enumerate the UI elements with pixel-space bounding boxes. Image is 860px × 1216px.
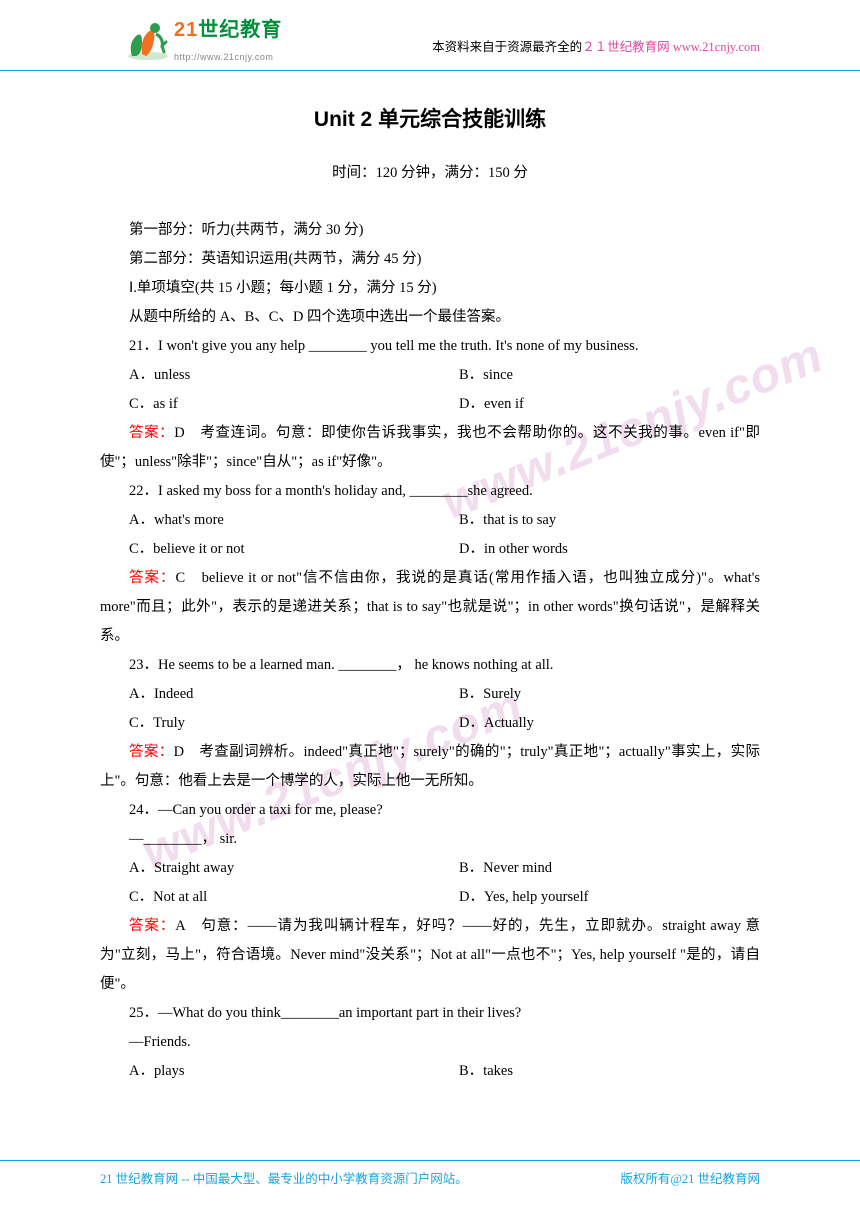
q24-answer: 答案：A 句意：——请为我叫辆计程车，好吗？——好的，先生，立即就办。strai… [100,912,760,999]
q25-stem2: —Friends. [100,1028,760,1057]
header-url: www.21cnjy.com [670,40,760,54]
timing-line: 时间：120 分钟，满分：150 分 [100,159,760,188]
logo-cn: 世纪教育 [198,19,282,41]
header-highlight: ２１世纪教育网 [582,40,670,54]
q21-opt-d[interactable]: D．even if [430,390,760,419]
header-source: 本资料来自于资源最齐全的２１世纪教育网 www.21cnjy.com [432,35,760,60]
content-body: Unit 2 单元综合技能训练 时间：120 分钟，满分：150 分 第一部分：… [0,71,860,1086]
q22-opt-c[interactable]: C．believe it or not [100,535,430,564]
answer-label: 答案： [129,918,175,934]
instruction: 从题中所给的 A、B、C、D 四个选项中选出一个最佳答案。 [100,303,760,332]
logo-main: 21世纪教育 [174,10,282,50]
q21-opt-a[interactable]: A．unless [100,361,430,390]
q23-answer: 答案：D 考查副词辨析。indeed"真正地"；surely"的确的"；trul… [100,738,760,796]
answer-label: 答案： [129,744,174,760]
header-prefix: 本资料来自于资源最齐全的 [432,40,582,54]
page-footer: 21 世纪教育网 -- 中国最大型、最专业的中小学教育资源门户网站。 版权所有@… [0,1160,860,1192]
q24-opt-b[interactable]: B．Never mind [430,854,760,883]
q24-opt-d[interactable]: D．Yes, help yourself [430,883,760,912]
logo-sub-url: http://www.21cnjy.com [174,48,282,66]
q21-opt-b[interactable]: B．since [430,361,760,390]
logo-text: 21世纪教育 http://www.21cnjy.com [174,10,282,66]
q24-options-row2: C．Not at all D．Yes, help yourself [100,883,760,912]
q23-stem: 23．He seems to be a learned man. _______… [100,651,760,680]
q23-explain-text: D 考查副词辨析。indeed"真正地"；surely"的确的"；truly"真… [100,744,760,789]
logo-num: 21 [174,19,198,41]
q25-options-row1: A．plays B．takes [100,1057,760,1086]
q22-opt-a[interactable]: A．what's more [100,506,430,535]
q25-opt-a[interactable]: A．plays [100,1057,430,1086]
q24-opt-a[interactable]: A．Straight away [100,854,430,883]
q23-opt-a[interactable]: A．Indeed [100,680,430,709]
q22-answer: 答案：C believe it or not"信不信由你，我说的是真话(常用作插… [100,564,760,651]
q24-explain-text: A 句意：——请为我叫辆计程车，好吗？——好的，先生，立即就办。straight… [100,918,760,992]
q23-options-row1: A．Indeed B．Surely [100,680,760,709]
logo-figure-icon [118,14,172,62]
footer-right: 版权所有@21 世纪教育网 [620,1167,760,1192]
part1-heading: 第一部分：听力(共两节，满分 30 分) [100,216,760,245]
q23-opt-c[interactable]: C．Truly [100,709,430,738]
q21-explain-text: D 考查连词。句意：即使你告诉我事实，我也不会帮助你的。这不关我的事。even … [100,425,760,470]
q22-opt-d[interactable]: D．in other words [430,535,760,564]
q25-stem1: 25．—What do you think________an importan… [100,999,760,1028]
q22-opt-b[interactable]: B．that is to say [430,506,760,535]
logo-block: 21世纪教育 http://www.21cnjy.com [118,10,282,66]
q21-stem: 21．I won't give you any help ________ yo… [100,332,760,361]
answer-label: 答案： [129,570,176,586]
q21-opt-c[interactable]: C．as if [100,390,430,419]
q22-stem: 22．I asked my boss for a month's holiday… [100,477,760,506]
q24-options-row1: A．Straight away B．Never mind [100,854,760,883]
q25-opt-b[interactable]: B．takes [430,1057,760,1086]
page-header: 21世纪教育 http://www.21cnjy.com 本资料来自于资源最齐全… [0,0,860,71]
q21-options-row1: A．unless B．since [100,361,760,390]
q21-answer: 答案：D 考查连词。句意：即使你告诉我事实，我也不会帮助你的。这不关我的事。ev… [100,419,760,477]
q24-stem2: —________， sir. [100,825,760,854]
q24-opt-c[interactable]: C．Not at all [100,883,430,912]
section1-heading: Ⅰ.单项填空(共 15 小题；每小题 1 分，满分 15 分) [100,274,760,303]
q22-explain-text: C believe it or not"信不信由你，我说的是真话(常用作插入语，… [100,570,760,644]
part2-heading: 第二部分：英语知识运用(共两节，满分 45 分) [100,245,760,274]
q21-options-row2: C．as if D．even if [100,390,760,419]
answer-label: 答案： [129,425,174,441]
footer-left: 21 世纪教育网 -- 中国最大型、最专业的中小学教育资源门户网站。 [100,1167,468,1192]
page-title: Unit 2 单元综合技能训练 [100,99,760,141]
q23-opt-d[interactable]: D．Actually [430,709,760,738]
q23-opt-b[interactable]: B．Surely [430,680,760,709]
q22-options-row1: A．what's more B．that is to say [100,506,760,535]
q22-options-row2: C．believe it or not D．in other words [100,535,760,564]
q24-stem1: 24．—Can you order a taxi for me, please? [100,796,760,825]
q23-options-row2: C．Truly D．Actually [100,709,760,738]
